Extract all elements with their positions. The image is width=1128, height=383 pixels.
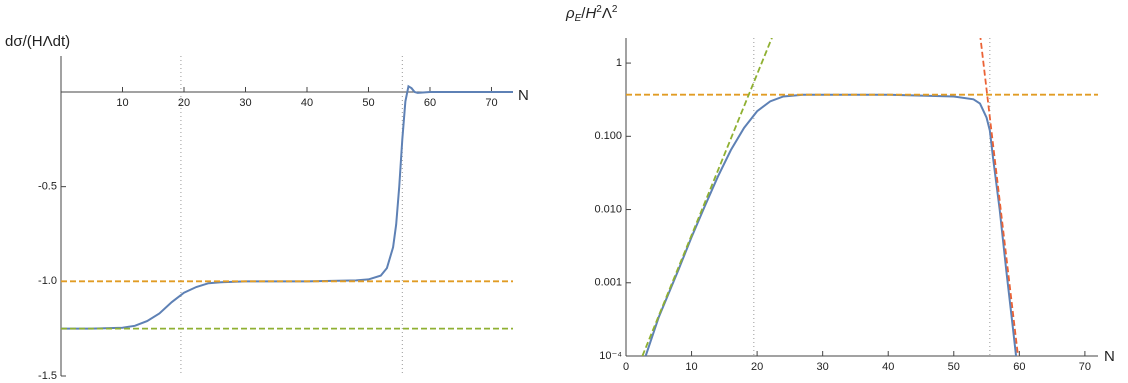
x-tick-label: 20 <box>178 97 190 109</box>
series-line <box>641 38 773 356</box>
y-axis-label: dσ/(HΛdt) <box>5 33 70 50</box>
x-axis-label: N <box>518 87 529 104</box>
x-tick-label: 40 <box>882 361 894 373</box>
y-tick-label: 10⁻⁴ <box>599 350 622 362</box>
y-tick-label: 0.100 <box>594 130 622 142</box>
plot-area <box>626 38 1098 356</box>
label-part: E <box>575 13 582 24</box>
label-part: Λ <box>602 5 612 22</box>
x-tick-label: 70 <box>485 97 497 109</box>
y-tick-label: 1 <box>616 57 622 69</box>
x-tick-label: 30 <box>239 97 251 109</box>
x-tick-label: 0 <box>623 361 629 373</box>
x-tick-label: 60 <box>424 97 436 109</box>
x-tick-label: 30 <box>817 361 829 373</box>
x-tick-label: 10 <box>685 361 697 373</box>
y-axis-label: ρE/H2Λ2 <box>565 4 618 24</box>
x-tick-label: 50 <box>362 97 374 109</box>
x-axis-label: N <box>1104 348 1115 365</box>
y-tick-label: 0.001 <box>594 277 622 289</box>
series-line <box>979 38 1019 356</box>
x-tick-label: 40 <box>301 97 313 109</box>
x-tick-label: 10 <box>116 97 128 109</box>
series-line <box>61 84 513 330</box>
x-tick-label: 20 <box>751 361 763 373</box>
x-tick-label: 60 <box>1013 361 1025 373</box>
series-line <box>644 93 1018 356</box>
label-part: ρ <box>565 5 575 22</box>
y-tick-label: 0.010 <box>594 203 622 215</box>
y-tick-label: -1.5 <box>38 370 57 382</box>
y-tick-label: -0.5 <box>38 181 57 193</box>
label-part: H <box>585 5 596 22</box>
y-tick-label: -1.0 <box>38 275 57 287</box>
x-tick-label: 50 <box>948 361 960 373</box>
label-part: 2 <box>596 4 602 15</box>
x-tick-label: 70 <box>1079 361 1091 373</box>
label-part: / <box>581 5 586 22</box>
label-part: 2 <box>612 4 618 15</box>
plot-area <box>61 56 513 376</box>
